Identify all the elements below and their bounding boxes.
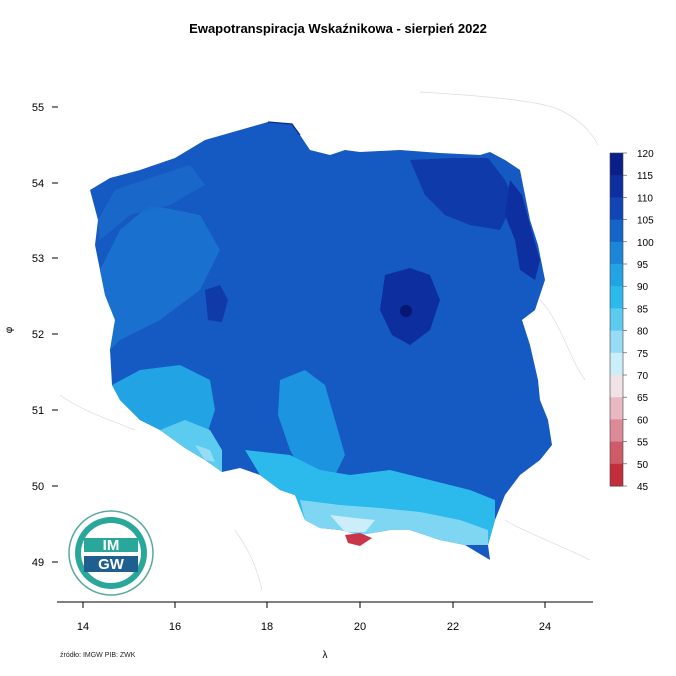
y-axis-ticks: 55 54 53 52 51 50 49 — [32, 102, 58, 569]
color-legend: 120 115 110 105 100 95 90 85 80 75 70 65 60 55 50 45 — [609, 149, 654, 493]
region-northeast — [410, 158, 515, 230]
x-tick-label: 14 — [77, 621, 89, 633]
x-tick-label: 24 — [539, 621, 551, 633]
region-tatry — [330, 515, 375, 532]
imgw-logo: IM GW — [68, 510, 154, 596]
region-warsaw-core — [400, 305, 412, 317]
legend-label: 85 — [637, 304, 649, 315]
legend-label: 75 — [637, 349, 649, 360]
legend-label: 65 — [637, 393, 649, 404]
logo-text-bottom: GW — [98, 556, 125, 573]
y-tick-label: 49 — [32, 557, 44, 569]
x-axis-ticks: 14 16 18 20 22 24 — [77, 602, 551, 633]
legend-swatch — [610, 352, 623, 376]
legend-swatch — [610, 419, 623, 443]
y-tick-label: 53 — [32, 253, 44, 265]
y-tick-label: 52 — [32, 329, 44, 341]
source-note: źródło: IMGW PIB: ZWK — [60, 652, 136, 659]
legend-label: 120 — [637, 149, 654, 160]
baltic-coast — [267, 121, 301, 136]
region-poznan — [205, 285, 228, 322]
legend-swatch — [610, 286, 623, 309]
legend-swatch — [610, 330, 623, 354]
legend-swatch — [610, 463, 623, 487]
y-tick-label: 54 — [32, 178, 44, 190]
y-tick-label: 55 — [32, 102, 44, 114]
region-center — [278, 370, 345, 478]
region-tatry-foothills — [300, 500, 488, 545]
y-axis-label: φ — [4, 326, 15, 333]
legend-swatch — [610, 308, 623, 332]
legend-label: 105 — [637, 216, 654, 227]
region-northwest — [98, 165, 205, 240]
legend-swatch — [610, 153, 623, 176]
legend-frame — [609, 152, 624, 487]
legend-label: 80 — [637, 327, 649, 338]
x-tick-label: 16 — [169, 621, 181, 633]
y-tick-label: 50 — [32, 481, 44, 493]
legend-swatch — [610, 441, 623, 465]
legend-label: 90 — [637, 282, 649, 293]
legend-swatch — [610, 175, 623, 198]
x-tick-label: 18 — [261, 621, 273, 633]
y-tick-label: 51 — [32, 405, 44, 417]
region-tatry-peaks — [345, 533, 372, 546]
x-tick-label: 20 — [354, 621, 366, 633]
legend-label: 115 — [637, 171, 653, 182]
legend-swatch — [610, 241, 623, 265]
x-axis-label: λ — [323, 650, 328, 661]
region-sudety-top — [195, 445, 215, 462]
neighbour-borders — [59, 91, 599, 591]
region-east — [505, 180, 540, 280]
legend-swatch — [610, 197, 623, 221]
legend-swatch — [610, 219, 623, 243]
poland-map — [90, 121, 552, 560]
legend-swatch — [610, 264, 623, 287]
legend-label: 70 — [637, 371, 649, 382]
logo-text-top: IM — [103, 537, 120, 554]
legend-swatch — [610, 397, 623, 420]
map-title: Ewapotranspiracja Wskaźnikowa - sierpień… — [189, 21, 487, 36]
legend-label: 100 — [637, 238, 654, 249]
x-tick-label: 22 — [447, 621, 459, 633]
legend-label: 110 — [637, 193, 653, 204]
legend-label: 45 — [637, 482, 649, 493]
region-west — [100, 205, 220, 350]
legend-label: 50 — [637, 460, 649, 471]
legend-label: 95 — [637, 260, 649, 271]
region-warsaw — [380, 268, 440, 345]
legend-label: 55 — [637, 438, 649, 449]
legend-swatch — [610, 375, 623, 398]
legend-label: 60 — [637, 415, 649, 426]
